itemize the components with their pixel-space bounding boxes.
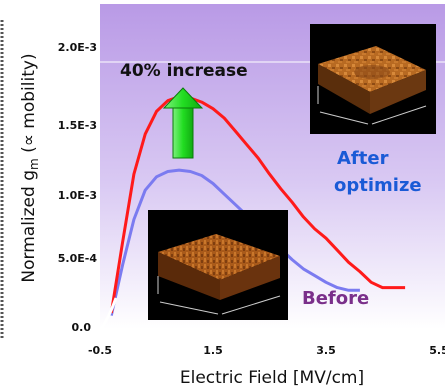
y-tick-label: 0.0 [72,321,92,334]
x-tick-label: 3.5 [316,344,336,357]
y-axis-title: Normalized gm (∝ mobility) [19,53,41,282]
y-axis-title-tail: (∝ mobility) [19,53,39,158]
y-tick-label: 1.5E-3 [58,119,97,132]
y-axis-title-sub: m [27,158,41,170]
origin-leadin [98,297,118,331]
x-axis-title: Electric Field [MV/cm] [180,368,364,388]
x-tick-label: 5.5 [429,344,445,357]
x-tick-label: 1.5 [203,344,223,357]
x-tick-label: -0.5 [88,344,112,357]
increase-arrow-icon [162,87,204,159]
y-tick-label: 2.0E-3 [58,41,97,54]
afm-image-after [310,24,436,134]
y-tick-label: 5.0E-4 [58,252,98,265]
series-line-after [109,95,406,314]
annotation-increase: 40% increase [120,61,248,81]
annotation-after-line1: After [337,148,389,169]
y-tick-label: 1.0E-3 [58,189,97,202]
y-axis-title-main: Normalized g [19,170,39,283]
afm-image-before [148,210,288,320]
annotation-after-line2: optimize [334,175,422,196]
annotation-before: Before [302,288,369,309]
series-line-before [109,168,360,316]
